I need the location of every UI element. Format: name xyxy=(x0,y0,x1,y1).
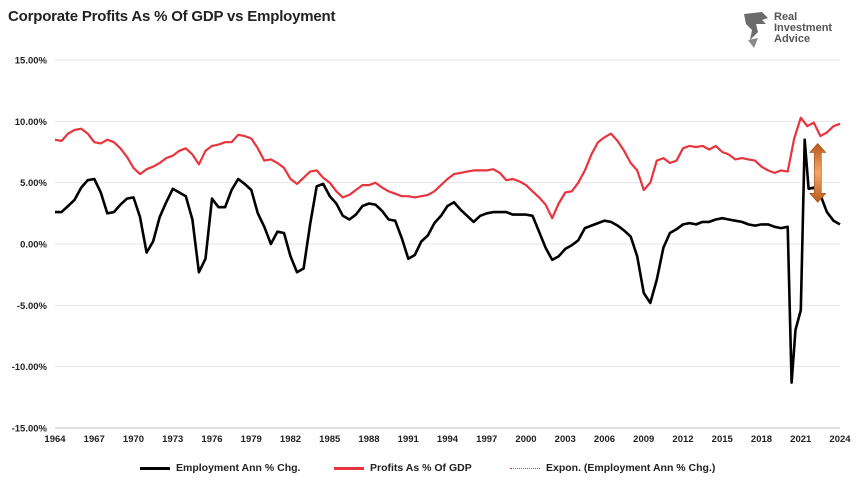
x-tick-label: 2000 xyxy=(515,434,536,445)
series-lines xyxy=(54,116,841,384)
double-arrow-shape xyxy=(809,142,827,203)
x-tick-label: 1967 xyxy=(84,434,105,445)
logo-line-1: Real xyxy=(774,11,798,23)
x-tick-label: 1997 xyxy=(476,434,497,445)
x-tick-label: 2003 xyxy=(555,434,576,445)
legend-item-profits: Profits As % Of GDP xyxy=(334,462,472,474)
grid-lines xyxy=(55,59,840,429)
double-arrow-annotation xyxy=(809,142,827,203)
y-tick-label: -10.00% xyxy=(12,362,48,373)
x-tick-label: 1982 xyxy=(280,434,301,445)
legend-swatch-profits xyxy=(334,466,364,470)
legend-swatch-employment xyxy=(140,466,170,470)
x-tick-label: 1985 xyxy=(319,434,341,445)
legend-swatch-trend xyxy=(510,467,540,469)
y-tick-label: -15.00% xyxy=(12,424,48,435)
annotations xyxy=(809,142,827,203)
x-tick-label: 1976 xyxy=(201,434,222,445)
legend-label-trend: Expon. (Employment Ann % Chg.) xyxy=(546,462,716,474)
series-line-employment xyxy=(55,138,841,384)
x-tick-label: 2015 xyxy=(712,434,734,445)
y-tick-label: -5.00% xyxy=(17,301,48,312)
legend-label-profits: Profits As % Of GDP xyxy=(370,462,472,474)
x-tick-label: 1964 xyxy=(44,434,66,445)
logo-line-3: Advice xyxy=(774,33,811,45)
brand-logo: Real Investment Advice xyxy=(740,10,850,54)
eagle-head-icon xyxy=(744,12,768,48)
y-tick-label: 5.00% xyxy=(20,178,47,189)
logo-text: Real Investment Advice xyxy=(774,12,832,45)
series-line-profits xyxy=(54,116,841,220)
x-tick-label: 2009 xyxy=(633,434,654,445)
page-title: Corporate Profits As % Of GDP vs Employm… xyxy=(8,8,336,25)
y-tick-label: 15.00% xyxy=(15,56,48,67)
legend-item-employment: Employment Ann % Chg. xyxy=(140,462,300,474)
x-tick-label: 2024 xyxy=(829,434,851,445)
x-tick-label: 2018 xyxy=(751,434,772,445)
x-tick-label: 2021 xyxy=(790,434,812,445)
y-tick-label: 10.00% xyxy=(15,117,48,128)
x-tick-label: 1991 xyxy=(398,434,420,445)
y-axis-ticks: 15.00% 10.00% 5.00% 0.00% -5.00% -10.00% -15.0… xyxy=(12,56,48,435)
logo-line-2: Investment xyxy=(774,22,833,34)
x-tick-label: 2012 xyxy=(672,434,693,445)
x-tick-label: 1973 xyxy=(162,434,183,445)
legend: Employment Ann % Chg. Profits As % Of GD… xyxy=(0,462,857,478)
x-tick-label: 1994 xyxy=(437,434,459,445)
x-tick-label: 2006 xyxy=(594,434,615,445)
legend-label-employment: Employment Ann % Chg. xyxy=(176,462,301,474)
x-tick-label: 1988 xyxy=(358,434,379,445)
y-tick-label: 0.00% xyxy=(20,240,47,251)
legend-item-trend: Expon. (Employment Ann % Chg.) xyxy=(510,462,715,474)
x-axis-ticks: 1964 1967 1970 1973 1976 1979 1982 1985 1988 1991… xyxy=(44,434,851,445)
x-tick-label: 1979 xyxy=(241,434,262,445)
x-tick-label: 1970 xyxy=(123,434,144,445)
